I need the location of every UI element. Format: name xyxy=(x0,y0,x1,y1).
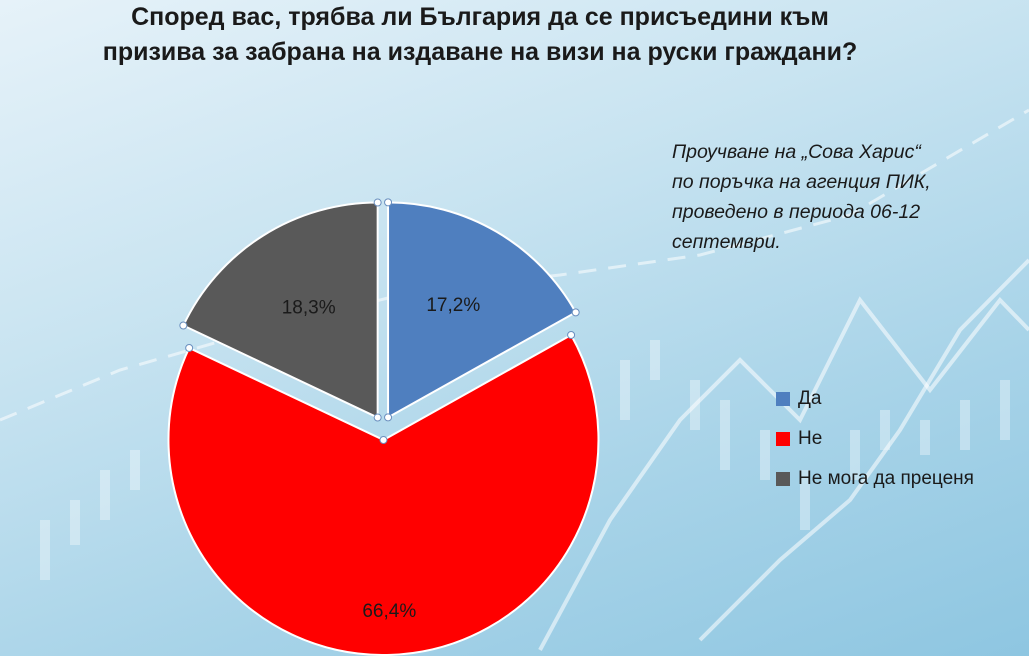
survey-note: Проучване на „Сова Харис“ по поръчка на … xyxy=(672,141,931,253)
selection-handle[interactable] xyxy=(373,198,382,207)
legend-swatch xyxy=(776,472,790,486)
legend-item-da: Да xyxy=(776,379,974,419)
selection-handle[interactable] xyxy=(185,343,194,352)
legend-item-ne: Не xyxy=(776,419,974,459)
legend-swatch xyxy=(776,392,790,406)
selection-handle[interactable] xyxy=(379,435,388,444)
selection-handle[interactable] xyxy=(179,321,188,330)
pie-slice-da xyxy=(387,201,578,420)
data-label-da: 17,2% xyxy=(426,295,480,316)
legend: Да Не Не мога да преценя xyxy=(776,379,974,499)
legend-label: Да xyxy=(798,388,822,409)
legend-label: Не xyxy=(798,428,823,449)
legend-item-ne-moga: Не мога да преценя xyxy=(776,459,974,499)
selection-handle[interactable] xyxy=(384,413,393,422)
data-label-ne-moga: 18,3% xyxy=(282,298,336,319)
pie-slice-ne xyxy=(167,333,600,656)
legend-swatch xyxy=(776,432,790,446)
data-label-ne: 66,4% xyxy=(362,601,416,622)
chart-title: Според вас, трябва ли България да се при… xyxy=(102,3,858,66)
selection-handle[interactable] xyxy=(567,330,576,339)
legend-label: Не мога да преценя xyxy=(798,468,974,489)
selection-handle[interactable] xyxy=(384,198,393,207)
pie-slice-ne-moga xyxy=(182,201,379,420)
selection-handle[interactable] xyxy=(373,413,382,422)
selection-handle[interactable] xyxy=(571,308,580,317)
